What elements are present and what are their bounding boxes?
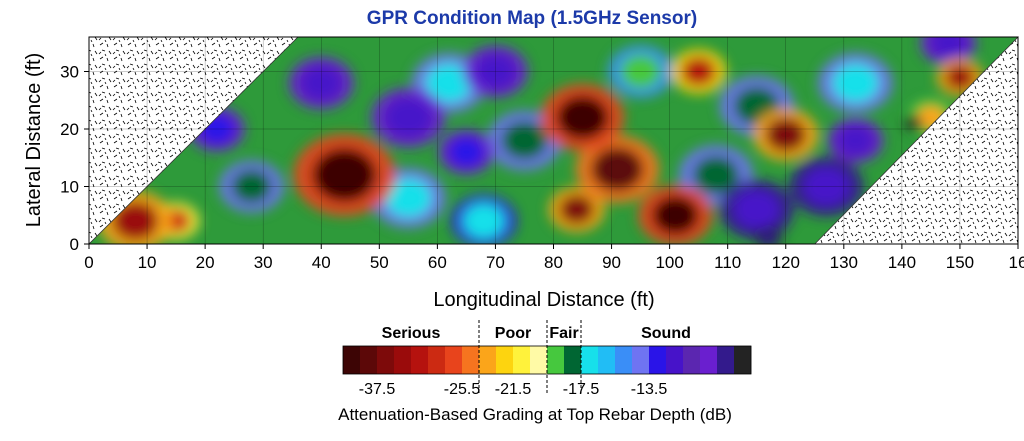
colorbar-tick-label: -17.5 xyxy=(563,381,600,398)
category-label: Poor xyxy=(495,325,531,342)
hotspot xyxy=(719,179,794,240)
plot-area: 0 10 20 30 40 50 60 70 80 90 100 110 120 130 140 150 16 … xyxy=(60,36,1024,272)
hotspot-core xyxy=(463,203,505,239)
colorbar-swatch xyxy=(496,346,514,374)
hotspot xyxy=(827,118,884,163)
hotspot xyxy=(920,37,977,66)
y-axis-ticks: 0 10 20 30 xyxy=(60,63,89,254)
y-tick-label: 10 xyxy=(60,178,79,197)
x-tick-label: 30 xyxy=(254,253,273,272)
hotspot xyxy=(904,115,923,131)
category-label: Fair xyxy=(549,325,578,342)
y-axis-label: Lateral Distance (ft) xyxy=(23,53,45,228)
x-tick-label: 110 xyxy=(714,253,741,272)
colorbar-swatch xyxy=(700,346,718,374)
colorbar-swatch xyxy=(734,346,752,374)
colorbar-tick-label: -25.5 xyxy=(444,381,481,398)
x-tick-label: 120 xyxy=(772,253,800,272)
category-label: Sound xyxy=(641,325,691,342)
x-tick-label: 150 xyxy=(946,253,974,272)
x-tick-label: 60 xyxy=(428,253,447,272)
hotspot xyxy=(438,129,495,175)
hotspot xyxy=(638,185,713,244)
hotspot-core xyxy=(385,97,432,138)
hotspot-core xyxy=(559,194,595,225)
hotspot-core xyxy=(838,125,873,156)
colorbar-tick-label: -13.5 xyxy=(631,381,668,398)
colorbar-swatch xyxy=(411,346,429,374)
hotspot-core xyxy=(832,63,879,103)
colorbar-swatch xyxy=(343,346,361,374)
hotspot-core xyxy=(385,178,432,218)
category-label: Serious xyxy=(382,325,441,342)
hotspot xyxy=(371,87,446,148)
x-axis-ticks: 0 10 20 30 40 50 60 70 80 90 100 110 120 130 140 150 16 xyxy=(84,244,1024,272)
hotspot xyxy=(575,135,660,203)
hotspot-core xyxy=(930,37,966,58)
colorbar-swatch xyxy=(649,346,667,374)
colorbar-swatch xyxy=(632,346,650,374)
x-tick-label: 50 xyxy=(370,253,389,272)
colorbar-tick-label: -21.5 xyxy=(495,381,532,398)
x-tick-label: 70 xyxy=(486,253,505,272)
hotspot xyxy=(548,187,605,232)
colorbar-swatch xyxy=(445,346,463,374)
x-tick-label: 140 xyxy=(888,253,916,272)
hotspot xyxy=(754,227,783,244)
x-axis-label: Longitudinal Distance (ft) xyxy=(433,289,654,311)
hotspot xyxy=(451,194,517,244)
hotspot-core xyxy=(652,195,699,235)
x-tick-label: 100 xyxy=(655,253,683,272)
colorbar-swatch xyxy=(717,346,735,374)
hotspot xyxy=(818,53,893,113)
y-tick-label: 0 xyxy=(70,235,79,254)
colorbar-swatch xyxy=(683,346,701,374)
x-tick-label: 130 xyxy=(830,253,858,272)
y-tick-label: 30 xyxy=(60,63,79,82)
condition-blobs xyxy=(98,37,984,244)
x-tick-label: 10 xyxy=(138,253,157,272)
x-tick-label: 40 xyxy=(312,253,331,272)
colorbar-swatch xyxy=(547,346,565,374)
hotspot-core xyxy=(556,95,609,140)
colorbar-swatch xyxy=(377,346,395,374)
colorbar-swatch xyxy=(530,346,548,374)
x-tick-label: 16 xyxy=(1009,253,1024,272)
x-tick-label: 20 xyxy=(196,253,215,272)
hotspot-core xyxy=(448,137,484,167)
hotspot-core xyxy=(733,189,780,230)
hotspot-core xyxy=(312,148,377,202)
hotspot-core xyxy=(501,120,548,161)
colorbar-swatch xyxy=(513,346,531,374)
y-tick-label: 20 xyxy=(60,120,79,139)
colorbar-swatch xyxy=(479,346,497,374)
x-tick-label: 80 xyxy=(544,253,563,272)
x-tick-label: 0 xyxy=(84,253,93,272)
colorbar-tick-label: -37.5 xyxy=(359,381,396,398)
colorbar: Serious Poor Fair Sound -37.5 -25.5 -21.5 -17.5… xyxy=(342,320,752,398)
hotspot-core xyxy=(591,147,644,192)
colorbar-swatch xyxy=(666,346,684,374)
hotspot-core xyxy=(759,230,778,244)
hotspot-core xyxy=(907,118,920,129)
colorbar-swatch xyxy=(360,346,378,374)
hotspot xyxy=(293,133,396,217)
colorbar-swatch xyxy=(615,346,633,374)
colorbar-swatch xyxy=(581,346,599,374)
hotspot xyxy=(540,83,625,152)
colorbar-swatch xyxy=(394,346,412,374)
colorbar-swatch xyxy=(462,346,480,374)
colorbar-swatch xyxy=(598,346,616,374)
x-tick-label: 90 xyxy=(602,253,621,272)
colorbar-swatch xyxy=(428,346,446,374)
colorbar-swatch xyxy=(564,346,582,374)
colorbar-label: Attenuation-Based Grading at Top Rebar D… xyxy=(338,405,732,424)
chart-title: GPR Condition Map (1.5GHz Sensor) xyxy=(367,8,697,29)
